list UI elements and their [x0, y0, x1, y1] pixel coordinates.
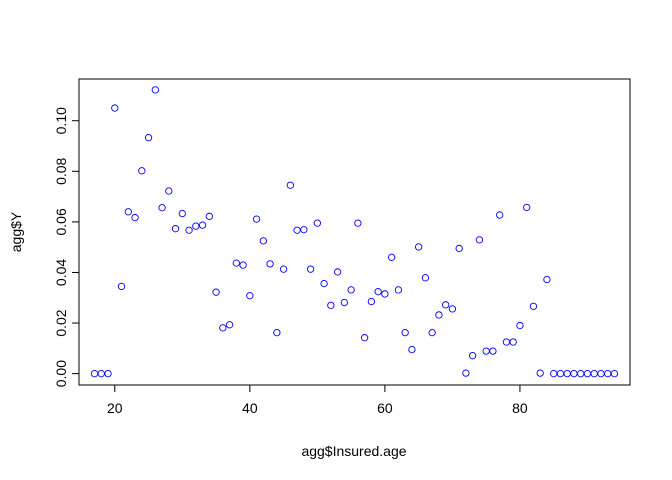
data-point — [165, 187, 173, 195]
data-point — [455, 244, 463, 253]
data-point — [536, 369, 544, 377]
data-point — [509, 338, 517, 346]
data-point — [225, 321, 234, 329]
data-point — [138, 167, 146, 175]
data-point — [428, 329, 436, 337]
x-tick-label: 40 — [242, 400, 258, 416]
data-point — [158, 204, 166, 212]
data-point — [327, 301, 335, 309]
data-point — [516, 321, 524, 330]
data-point — [469, 352, 477, 360]
y-tick-label: 0.02 — [53, 309, 69, 336]
y-tick-label: 0.08 — [53, 157, 69, 184]
data-point — [111, 104, 119, 112]
data-point — [448, 305, 457, 313]
data-point — [185, 226, 193, 234]
data-point — [131, 213, 139, 222]
data-point — [266, 260, 274, 268]
data-point — [529, 302, 538, 311]
y-tick-label: 0.00 — [53, 360, 69, 387]
data-point — [435, 311, 443, 319]
data-point — [205, 212, 213, 220]
data-point — [279, 265, 288, 273]
data-point — [259, 237, 267, 245]
y-tick-label: 0.10 — [53, 107, 69, 134]
data-point — [246, 292, 254, 300]
data-point — [286, 181, 295, 189]
data-point — [408, 345, 416, 354]
data-point — [313, 219, 322, 227]
data-point — [144, 134, 153, 142]
data-point — [273, 329, 281, 337]
data-point — [610, 369, 619, 378]
data-point — [462, 369, 470, 377]
data-point — [239, 261, 247, 269]
data-point — [340, 298, 349, 307]
data-point — [421, 274, 430, 282]
data-point — [489, 347, 497, 355]
data-point — [543, 275, 551, 284]
data-point — [300, 226, 308, 234]
data-point — [354, 219, 362, 227]
data-point — [381, 290, 389, 298]
data-point — [171, 225, 180, 233]
data-point — [523, 203, 531, 212]
x-tick-label: 20 — [107, 400, 123, 416]
data-point — [496, 211, 504, 219]
data-point — [442, 301, 450, 309]
x-tick-label: 60 — [377, 400, 393, 416]
data-point — [117, 282, 126, 291]
data-point — [320, 279, 328, 288]
data-point — [374, 288, 382, 296]
y-tick-label: 0.04 — [53, 259, 69, 286]
y-tick-label: 0.06 — [53, 208, 69, 235]
data-point — [192, 222, 200, 230]
y-axis-label: agg$Y — [8, 211, 24, 252]
data-point — [252, 215, 261, 223]
data-point — [178, 209, 186, 218]
data-point — [360, 334, 369, 342]
data-point — [198, 221, 207, 229]
data-point — [151, 86, 159, 94]
data-point — [124, 208, 132, 216]
data-point — [414, 243, 423, 251]
x-axis: 20 40 60 80 — [107, 384, 528, 416]
data-point — [212, 288, 220, 296]
data-point — [394, 286, 403, 294]
data-point — [104, 369, 112, 378]
data-point — [333, 268, 342, 276]
x-tick-label: 80 — [512, 400, 528, 416]
data-point — [232, 259, 240, 267]
data-point — [401, 329, 409, 337]
data-point — [347, 286, 355, 294]
data-point — [475, 236, 484, 244]
data-points — [90, 86, 619, 378]
data-point — [219, 324, 227, 332]
data-point — [387, 253, 396, 261]
y-axis: 0.00 0.02 0.04 0.06 0.08 0.10 — [53, 107, 80, 387]
data-point — [306, 265, 315, 273]
x-axis-label: agg$Insured.age — [301, 443, 406, 459]
data-point — [367, 297, 376, 306]
